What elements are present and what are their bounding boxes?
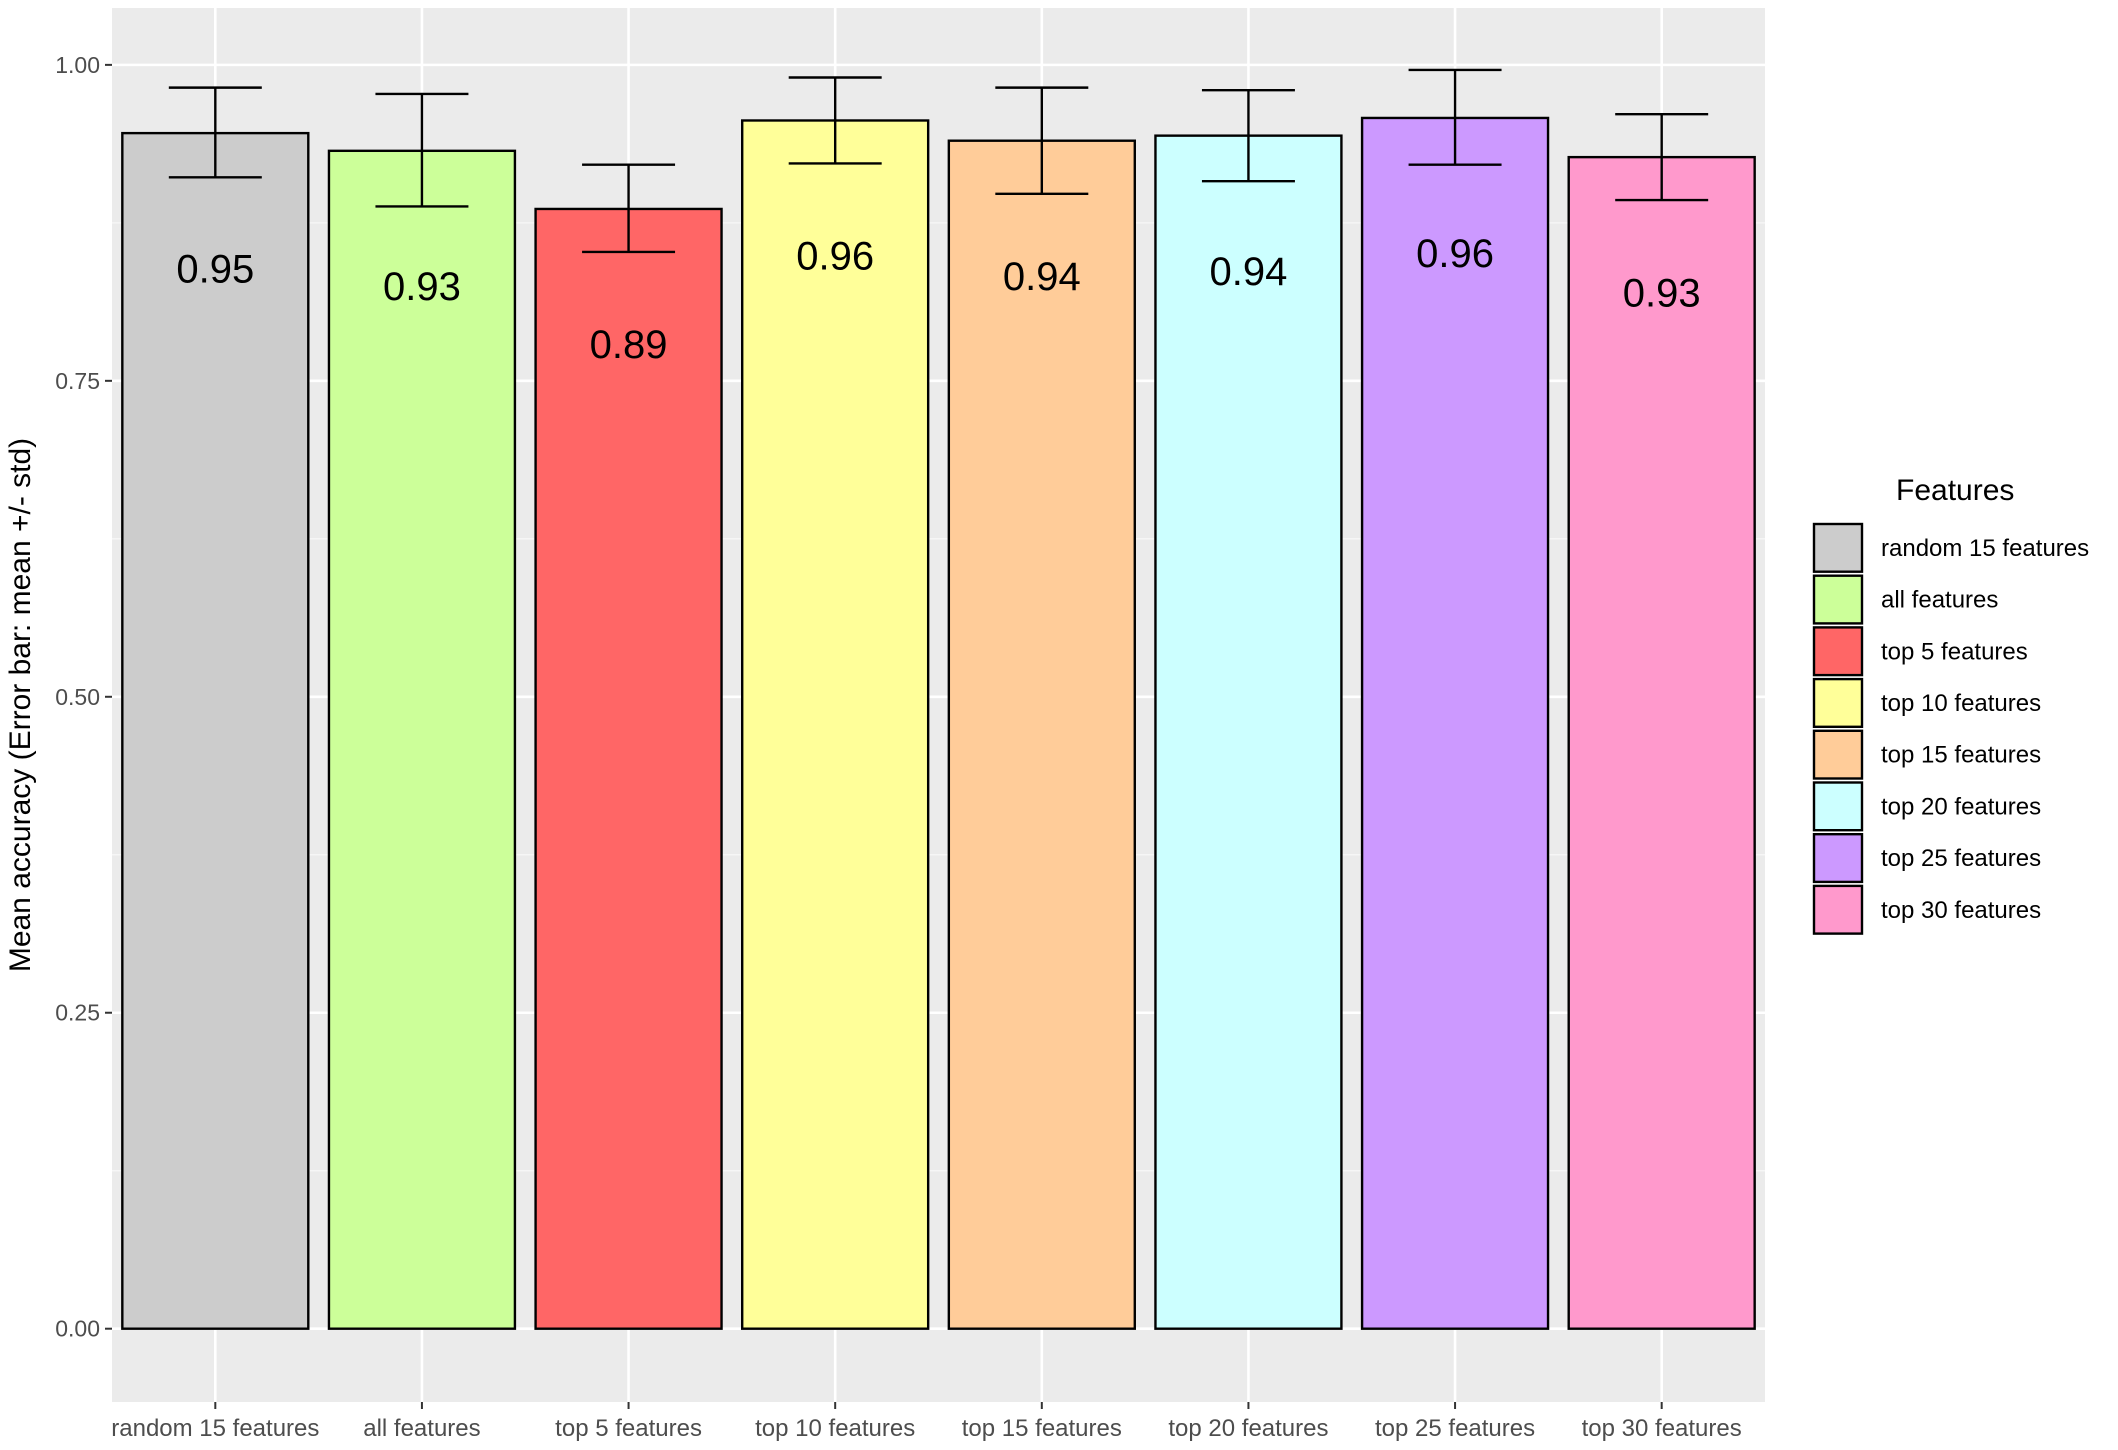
x-tick-label: top 5 features bbox=[555, 1415, 702, 1442]
legend-label: top 10 features bbox=[1881, 690, 2041, 717]
legend-label: top 20 features bbox=[1881, 793, 2041, 820]
data-label: 0.95 bbox=[176, 247, 254, 291]
legend-label: top 15 features bbox=[1881, 742, 2041, 769]
bar bbox=[1360, 116, 1550, 1330]
bar bbox=[327, 149, 517, 1330]
legend-key bbox=[1812, 626, 1864, 677]
y-axis-title: Mean accuracy (Error bar: mean +/- std) bbox=[4, 438, 37, 972]
data-label: 0.94 bbox=[1210, 250, 1288, 294]
legend-label: top 25 features bbox=[1881, 845, 2041, 872]
y-tick-label: 0.50 bbox=[55, 684, 100, 710]
legend-key bbox=[1812, 677, 1864, 728]
x-tick-label: top 20 features bbox=[1168, 1415, 1328, 1442]
x-tick-label: all features bbox=[363, 1415, 480, 1442]
legend-label: random 15 features bbox=[1881, 535, 2089, 562]
data-label: 0.93 bbox=[383, 265, 461, 309]
y-tick-label: 0.00 bbox=[55, 1316, 100, 1342]
bar bbox=[1567, 155, 1756, 1330]
data-label: 0.96 bbox=[1416, 232, 1494, 276]
data-label: 0.89 bbox=[590, 323, 668, 367]
x-tick-label: top 15 features bbox=[962, 1415, 1122, 1442]
legend-label: all features bbox=[1881, 587, 1998, 614]
legend-label: top 5 features bbox=[1881, 638, 2028, 665]
x-tick-label: top 30 features bbox=[1582, 1415, 1742, 1442]
legend-key bbox=[1812, 729, 1864, 780]
bar bbox=[1154, 134, 1343, 1330]
legend-key bbox=[1812, 574, 1864, 625]
bar bbox=[947, 139, 1136, 1330]
legend-key bbox=[1812, 522, 1864, 573]
data-label: 0.96 bbox=[796, 235, 874, 279]
legend-key bbox=[1812, 833, 1864, 884]
data-label: 0.93 bbox=[1623, 271, 1701, 315]
legend-label: top 30 features bbox=[1881, 897, 2041, 924]
x-tick-label: random 15 features bbox=[111, 1415, 319, 1442]
bar bbox=[534, 207, 723, 1330]
x-tick-label: top 25 features bbox=[1375, 1415, 1535, 1442]
x-tick-label: top 10 features bbox=[755, 1415, 915, 1442]
data-label: 0.94 bbox=[1003, 255, 1081, 299]
legend-key bbox=[1812, 884, 1864, 935]
y-tick-label: 0.25 bbox=[55, 1000, 100, 1026]
y-tick-label: 0.75 bbox=[55, 368, 100, 394]
bar bbox=[741, 119, 930, 1330]
bar bbox=[121, 131, 310, 1330]
legend-title: Features bbox=[1896, 474, 2014, 507]
y-tick-label: 1.00 bbox=[55, 52, 100, 78]
legend-key bbox=[1812, 781, 1864, 832]
